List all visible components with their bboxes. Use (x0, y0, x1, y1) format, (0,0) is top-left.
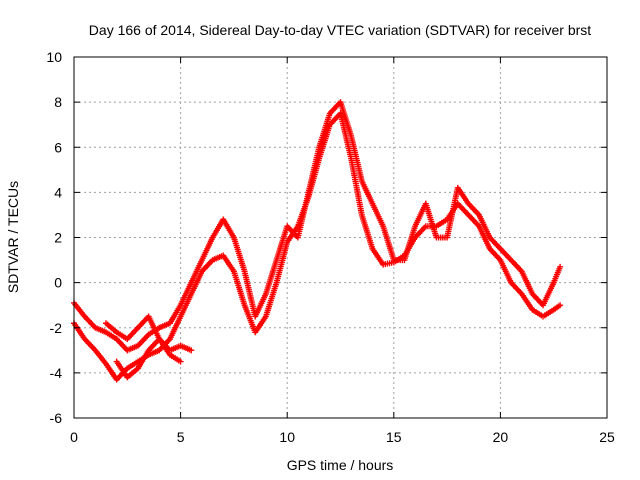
y-tick-label: 0 (54, 275, 62, 291)
x-tick-label: 20 (493, 429, 509, 445)
y-tick-label: 2 (54, 230, 62, 246)
y-tick-label: 8 (54, 94, 62, 110)
y-axis-label: SDTVAR / TECUs (5, 181, 21, 293)
y-tick-label: -6 (50, 410, 63, 426)
series-track-d (113, 336, 184, 381)
x-axis-ticks: 0 5 10 15 20 25 (70, 57, 615, 445)
data-point-marker (557, 302, 564, 309)
data-points (71, 99, 564, 383)
data-point-marker (188, 347, 195, 354)
y-tick-label: 10 (46, 49, 62, 65)
y-tick-label: 4 (54, 184, 62, 200)
y-tick-label: 6 (54, 139, 62, 155)
y-tick-label: -4 (50, 365, 63, 381)
x-axis-label: GPS time / hours (287, 457, 394, 473)
x-tick-label: 15 (386, 429, 402, 445)
series-track-b (71, 99, 564, 354)
chart-title: Day 166 of 2014, Sidereal Day-to-day VTE… (89, 22, 591, 38)
y-tick-label: -2 (50, 320, 63, 336)
data-point-marker (557, 263, 564, 270)
data-point-marker (177, 358, 184, 365)
x-tick-label: 10 (279, 429, 295, 445)
x-tick-label: 0 (70, 429, 78, 445)
y-axis-ticks: -6 -4 -2 0 2 4 6 8 10 (46, 49, 607, 426)
x-tick-label: 5 (177, 429, 185, 445)
x-tick-label: 25 (599, 429, 615, 445)
